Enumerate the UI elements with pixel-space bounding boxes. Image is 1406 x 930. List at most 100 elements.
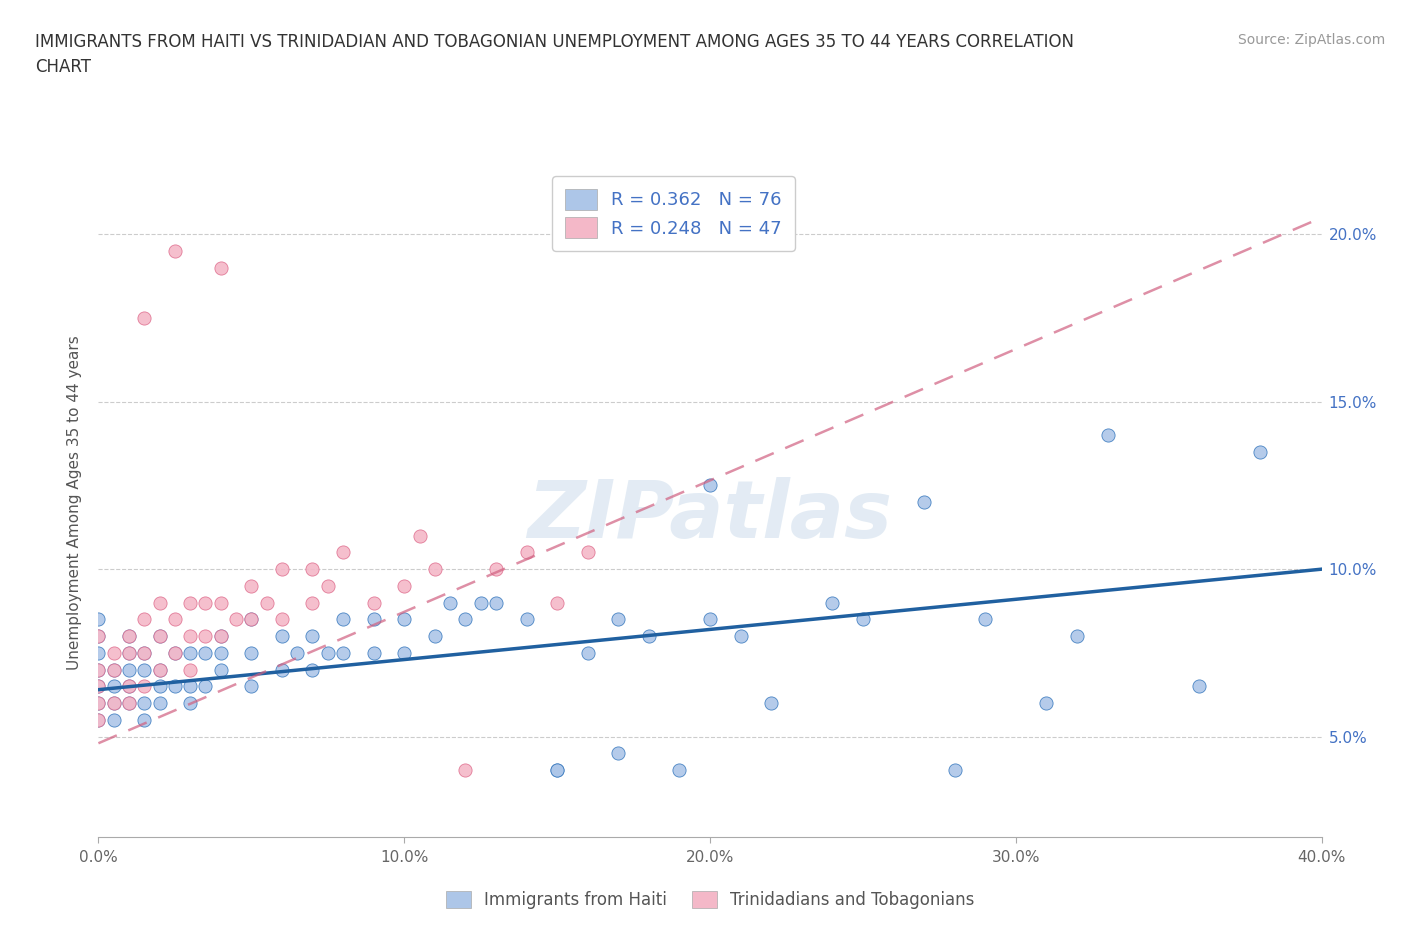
Point: [240, 578, 263, 593]
Point: [149, 629, 172, 644]
Point: [392, 578, 416, 593]
Point: [607, 612, 630, 627]
Point: [332, 612, 354, 627]
Point: [103, 662, 125, 677]
Point: [912, 495, 935, 510]
Point: [270, 662, 292, 677]
Point: [699, 478, 721, 493]
Point: [194, 645, 217, 660]
Point: [118, 679, 141, 694]
Legend: Immigrants from Haiti, Trinidadians and Tobagonians: Immigrants from Haiti, Trinidadians and …: [439, 884, 981, 916]
Point: [759, 696, 782, 711]
Point: [607, 746, 630, 761]
Point: [240, 679, 263, 694]
Text: Source: ZipAtlas.com: Source: ZipAtlas.com: [1237, 33, 1385, 46]
Point: [439, 595, 461, 610]
Point: [87, 712, 110, 727]
Point: [163, 645, 186, 660]
Point: [103, 696, 125, 711]
Point: [87, 629, 110, 644]
Point: [194, 629, 217, 644]
Text: IMMIGRANTS FROM HAITI VS TRINIDADIAN AND TOBAGONIAN UNEMPLOYMENT AMONG AGES 35 T: IMMIGRANTS FROM HAITI VS TRINIDADIAN AND…: [35, 33, 1074, 75]
Point: [103, 645, 125, 660]
Point: [87, 662, 110, 677]
Point: [179, 595, 201, 610]
Point: [149, 595, 172, 610]
Point: [423, 629, 446, 644]
Point: [118, 696, 141, 711]
Point: [454, 612, 477, 627]
Point: [485, 562, 508, 577]
Point: [301, 629, 323, 644]
Point: [363, 595, 385, 610]
Point: [163, 679, 186, 694]
Point: [118, 629, 141, 644]
Point: [301, 562, 323, 577]
Y-axis label: Unemployment Among Ages 35 to 44 years: Unemployment Among Ages 35 to 44 years: [67, 335, 83, 670]
Point: [285, 645, 308, 660]
Point: [118, 662, 141, 677]
Point: [485, 595, 508, 610]
Point: [301, 662, 323, 677]
Point: [209, 260, 232, 275]
Point: [1066, 629, 1088, 644]
Point: [87, 645, 110, 660]
Point: [332, 645, 354, 660]
Point: [668, 763, 690, 777]
Point: [163, 244, 186, 259]
Point: [576, 545, 599, 560]
Point: [179, 679, 201, 694]
Point: [134, 645, 156, 660]
Point: [408, 528, 430, 543]
Point: [516, 545, 538, 560]
Point: [87, 662, 110, 677]
Point: [821, 595, 844, 610]
Point: [209, 595, 232, 610]
Point: [470, 595, 492, 610]
Point: [103, 696, 125, 711]
Point: [87, 712, 110, 727]
Point: [179, 696, 201, 711]
Point: [576, 645, 599, 660]
Point: [118, 679, 141, 694]
Point: [270, 629, 292, 644]
Text: ZIPatlas: ZIPatlas: [527, 476, 893, 554]
Point: [1249, 445, 1271, 459]
Point: [134, 662, 156, 677]
Point: [87, 696, 110, 711]
Point: [103, 712, 125, 727]
Point: [454, 763, 477, 777]
Point: [118, 645, 141, 660]
Point: [87, 612, 110, 627]
Point: [209, 629, 232, 644]
Point: [240, 612, 263, 627]
Point: [179, 629, 201, 644]
Point: [546, 763, 568, 777]
Point: [546, 763, 568, 777]
Point: [1188, 679, 1211, 694]
Point: [240, 612, 263, 627]
Point: [209, 662, 232, 677]
Point: [240, 645, 263, 660]
Point: [392, 612, 416, 627]
Point: [134, 645, 156, 660]
Point: [363, 612, 385, 627]
Point: [974, 612, 997, 627]
Point: [852, 612, 875, 627]
Point: [730, 629, 752, 644]
Point: [392, 645, 416, 660]
Point: [118, 645, 141, 660]
Point: [316, 645, 339, 660]
Point: [118, 696, 141, 711]
Point: [134, 311, 156, 325]
Point: [316, 578, 339, 593]
Point: [118, 629, 141, 644]
Point: [209, 645, 232, 660]
Point: [270, 612, 292, 627]
Point: [103, 679, 125, 694]
Point: [149, 629, 172, 644]
Point: [134, 712, 156, 727]
Point: [332, 545, 354, 560]
Point: [516, 612, 538, 627]
Point: [194, 679, 217, 694]
